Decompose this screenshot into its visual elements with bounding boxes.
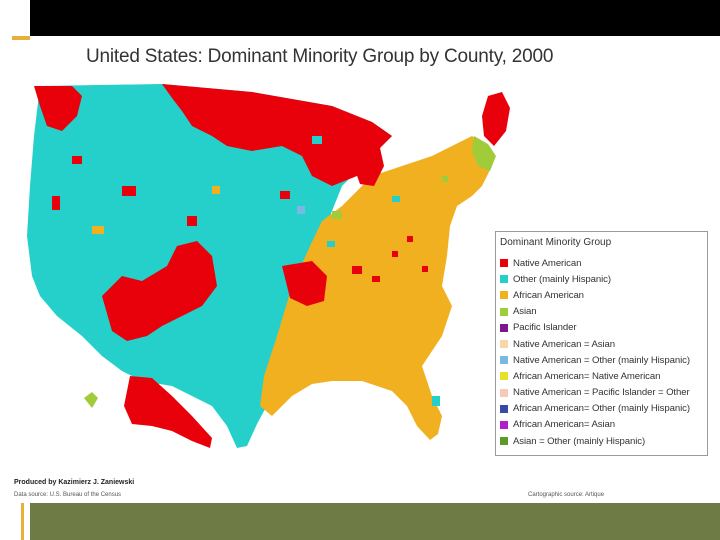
legend-item: African American= Native American [500, 368, 707, 384]
legend-item: Pacific Islander [500, 320, 707, 336]
legend-swatch [500, 388, 508, 397]
legend-item: Native American [500, 255, 707, 271]
map-region-southeast [260, 136, 492, 440]
legend-item: Asian = Other (mainly Hispanic) [500, 433, 707, 449]
legend-label: African American= Asian [513, 419, 615, 431]
legend-label: African American [513, 289, 584, 301]
legend-label: Native American [513, 257, 582, 269]
top-black-bar [30, 0, 720, 36]
data-source: Data source: U.S. Bureau of the Census [14, 492, 122, 498]
legend-swatch [500, 323, 508, 332]
corner-accent-line [21, 503, 24, 540]
map-region-oklahoma [282, 261, 327, 306]
legend-swatch [500, 291, 508, 300]
legend-label: Native American = Asian [513, 338, 615, 350]
legend-item: African American= Asian [500, 417, 707, 433]
map-region-pacific-northwest [34, 86, 82, 131]
county-map [12, 36, 510, 448]
legend-item: Asian [500, 304, 707, 320]
legend-items: Native American Other (mainly Hispanic) … [500, 255, 707, 449]
legend-swatch [500, 307, 508, 316]
map-title: United States: Dominant Minority Group b… [86, 46, 554, 67]
legend-label: Asian [513, 306, 537, 318]
legend-swatch [500, 437, 508, 446]
legend-label: African American= Other (mainly Hispanic… [513, 403, 690, 415]
legend-swatch [500, 259, 508, 268]
legend-label: Asian = Other (mainly Hispanic) [513, 435, 646, 447]
legend-item: Native American = Pacific Islander = Oth… [500, 385, 707, 401]
map-region-maine [482, 92, 510, 146]
map-alaska [124, 376, 212, 448]
legend-swatch [500, 404, 508, 413]
legend-item: Native American = Other (mainly Hispanic… [500, 352, 707, 368]
legend: Dominant Minority Group Native American … [495, 231, 708, 456]
legend-label: Pacific Islander [513, 322, 577, 334]
legend-swatch [500, 420, 508, 429]
bottom-band [30, 503, 720, 540]
legend-item: African American= Other (mainly Hispanic… [500, 401, 707, 417]
map-region-new-england [472, 136, 496, 171]
cartographic-source: Cartographic source: Artique [528, 492, 605, 498]
map-hawaii [84, 392, 98, 408]
map-region-southwest [102, 241, 217, 341]
legend-label: Other (mainly Hispanic) [513, 273, 611, 285]
legend-swatch [500, 356, 508, 365]
legend-item: African American [500, 287, 707, 303]
legend-swatch [500, 372, 508, 381]
producer-credit: Produced by Kazimierz J. Zaniewski [14, 479, 135, 486]
map-region-michigan [350, 146, 384, 186]
legend-swatch [500, 275, 508, 284]
legend-label: African American= Native American [513, 370, 661, 382]
legend-item: Other (mainly Hispanic) [500, 271, 707, 287]
legend-label: Native American = Other (mainly Hispanic… [513, 354, 690, 366]
map-county-patches [52, 136, 448, 406]
legend-item: Native American = Asian [500, 336, 707, 352]
legend-swatch [500, 340, 508, 349]
slide-accent [12, 36, 30, 40]
map-region-north [162, 84, 392, 186]
legend-title: Dominant Minority Group [500, 237, 612, 248]
legend-label: Native American = Pacific Islander = Oth… [513, 387, 690, 399]
